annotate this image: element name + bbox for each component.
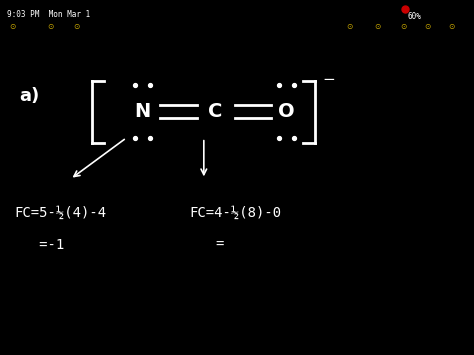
Text: a): a)	[19, 87, 39, 105]
Text: ⊙: ⊙	[374, 22, 381, 31]
Text: −: −	[322, 72, 335, 87]
Text: N: N	[134, 102, 150, 121]
Text: C: C	[209, 102, 223, 121]
Text: FC=5-½(4)-4: FC=5-½(4)-4	[14, 206, 106, 220]
Text: ⊙: ⊙	[73, 22, 80, 31]
Text: ⊙: ⊙	[47, 22, 54, 31]
Text: =: =	[216, 238, 224, 252]
Text: 9:03 PM  Mon Mar 1: 9:03 PM Mon Mar 1	[7, 10, 91, 19]
Text: O: O	[278, 102, 295, 121]
Text: ⊙: ⊙	[448, 22, 454, 31]
Text: ⊙: ⊙	[9, 22, 16, 31]
Text: FC=4-½(8)-0: FC=4-½(8)-0	[190, 206, 282, 220]
Text: 60%: 60%	[408, 12, 421, 21]
Text: ⊙: ⊙	[424, 22, 430, 31]
Text: ⊙: ⊙	[401, 22, 407, 31]
Text: =-1: =-1	[14, 238, 64, 252]
Text: ⊙: ⊙	[346, 22, 352, 31]
